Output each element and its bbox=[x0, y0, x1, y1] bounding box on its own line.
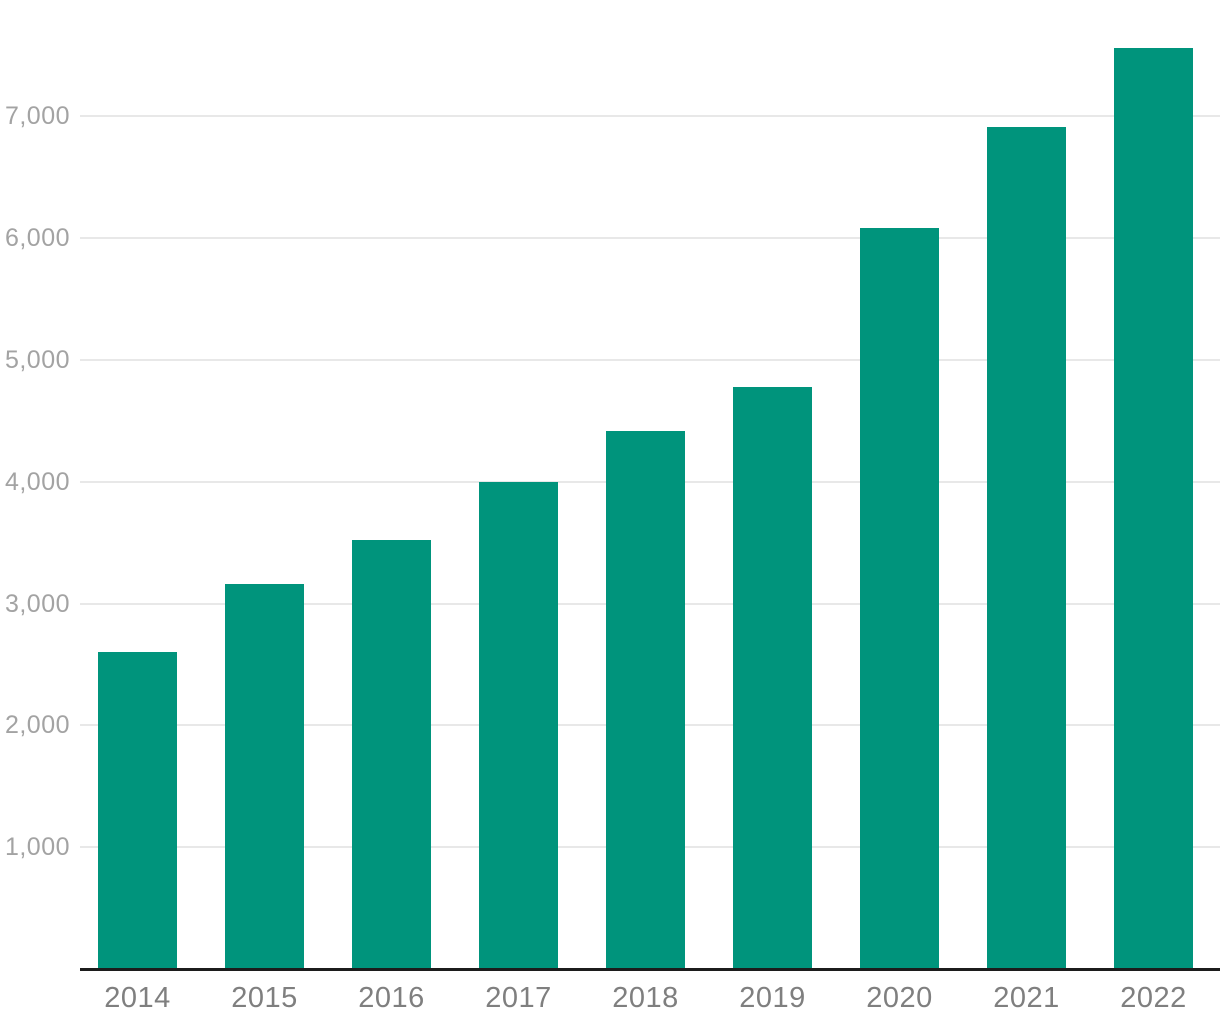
y-tick-label-5,000: 5,000 bbox=[4, 345, 70, 374]
bar-2019 bbox=[733, 387, 812, 969]
x-tick-label-2020: 2020 bbox=[866, 982, 933, 1014]
bar-2017 bbox=[479, 482, 558, 969]
x-tick-label-2014: 2014 bbox=[104, 982, 171, 1014]
gridline-7,000 bbox=[80, 115, 1220, 118]
bar-2022 bbox=[1114, 48, 1193, 969]
bar-2018 bbox=[606, 431, 685, 969]
y-tick-label-2,000: 2,000 bbox=[4, 711, 70, 740]
y-tick-label-6,000: 6,000 bbox=[4, 224, 70, 253]
x-axis-line bbox=[80, 968, 1220, 971]
x-tick-label-2021: 2021 bbox=[993, 982, 1060, 1014]
bar-2016 bbox=[352, 540, 431, 969]
x-tick-label-2015: 2015 bbox=[231, 982, 298, 1014]
bar-2021 bbox=[987, 127, 1066, 969]
x-tick-label-2022: 2022 bbox=[1120, 982, 1187, 1014]
y-tick-label-3,000: 3,000 bbox=[4, 589, 70, 618]
x-tick-label-2019: 2019 bbox=[739, 982, 806, 1014]
bar-2015 bbox=[225, 584, 304, 969]
bar-2020 bbox=[860, 228, 939, 969]
y-tick-label-1,000: 1,000 bbox=[4, 833, 70, 862]
bar-2014 bbox=[98, 652, 177, 969]
y-tick-label-7,000: 7,000 bbox=[4, 102, 70, 131]
x-tick-label-2017: 2017 bbox=[485, 982, 552, 1014]
gridline-5,000 bbox=[80, 358, 1220, 361]
x-tick-label-2018: 2018 bbox=[612, 982, 679, 1014]
y-tick-label-4,000: 4,000 bbox=[4, 467, 70, 496]
x-tick-label-2016: 2016 bbox=[358, 982, 425, 1014]
gridline-6,000 bbox=[80, 237, 1220, 240]
